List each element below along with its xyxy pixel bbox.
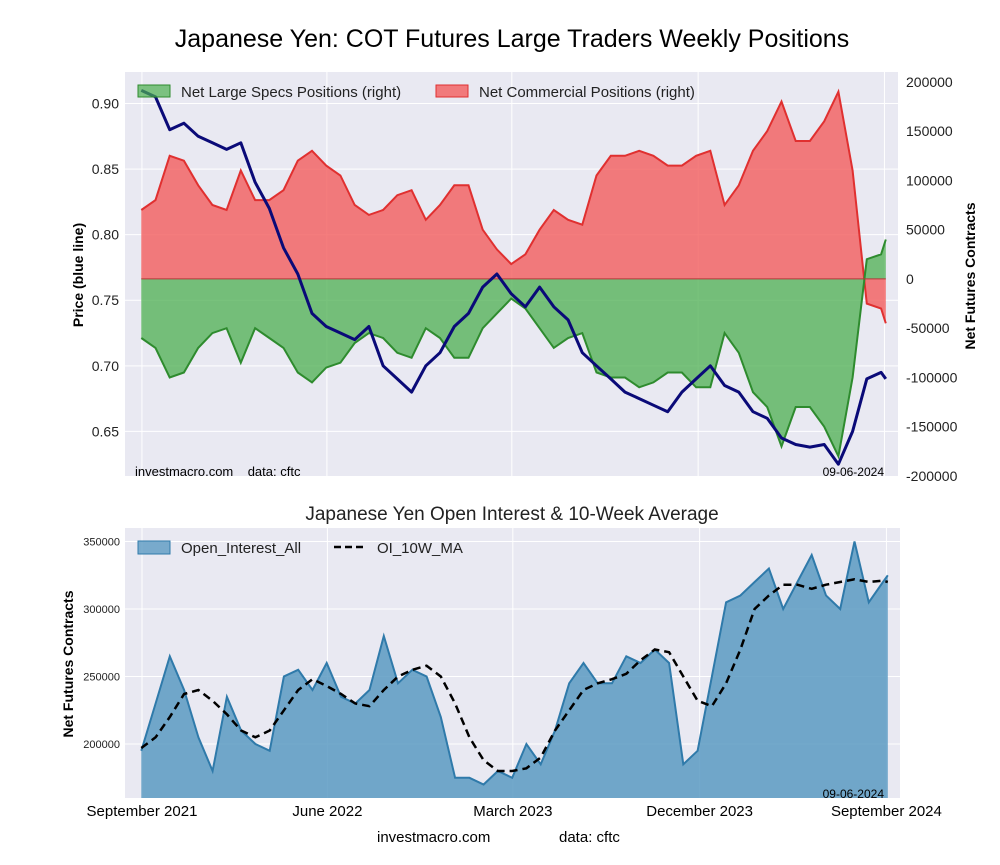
oi-axis-ticks: 200000 250000 300000 350000	[83, 537, 120, 752]
contracts-tick-label: -100000	[906, 369, 958, 385]
footer-data: data: cftc	[559, 829, 620, 846]
price-axis-label: Price (blue line)	[70, 223, 86, 327]
specs-line	[140, 239, 887, 460]
date-tick-label: September 2021	[87, 803, 198, 820]
commercial-line	[140, 88, 887, 324]
date-tick-label: June 2022	[292, 803, 362, 820]
price-line	[140, 89, 888, 466]
oi-tick-label: 200000	[83, 739, 120, 751]
top-position-areas	[140, 88, 887, 460]
contracts-tick-label: -200000	[906, 468, 958, 484]
legend-swatch-oi	[137, 540, 171, 555]
ma-line	[140, 578, 889, 773]
oi-tick-label: 350000	[83, 537, 120, 549]
date-tick-label: December 2023	[646, 803, 753, 820]
price-tick-label: 0.85	[92, 161, 119, 177]
oi-line	[140, 541, 889, 786]
legend-swatch-specs	[137, 84, 171, 98]
footer-site: investmacro.com	[377, 829, 490, 846]
price-line-group	[140, 89, 888, 466]
price-tick-label: 0.80	[92, 227, 119, 243]
oi-tick-label: 300000	[83, 604, 120, 616]
price-tick-label: 0.75	[92, 292, 119, 308]
ma-line-group	[140, 578, 889, 773]
bottom-legend: Open_Interest_All OI_10W_MA	[137, 540, 463, 557]
legend-label-commercial: Net Commercial Positions (right)	[479, 84, 695, 101]
contracts-tick-label: 200000	[906, 74, 953, 90]
open-interest-area	[140, 541, 889, 798]
top-date-note: 09-06-2024	[823, 465, 885, 479]
oi-chart-title: Japanese Yen Open Interest & 10-Week Ave…	[305, 504, 718, 525]
legend-label-ma: OI_10W_MA	[377, 540, 463, 557]
date-tick-label: March 2023	[473, 803, 552, 820]
contracts-axis-ticks: -200000 -150000 -100000 -50000 0 50000 100000 1…	[906, 74, 958, 484]
price-tick-label: 0.70	[92, 358, 119, 374]
contracts-tick-label: -50000	[906, 320, 950, 336]
contracts-tick-label: 100000	[906, 172, 953, 188]
price-axis-ticks: 0.65 0.70 0.75 0.80 0.85 0.90	[92, 95, 119, 439]
top-legend: Net Large Specs Positions (right) Net Co…	[137, 84, 695, 101]
contracts-tick-label: 50000	[906, 222, 945, 238]
bottom-date-note: 09-06-2024	[823, 787, 885, 801]
legend-label-specs: Net Large Specs Positions (right)	[181, 84, 401, 101]
top-source-note: investmacro.com data: cftc	[135, 464, 301, 479]
date-tick-label: September 2024	[831, 803, 942, 820]
date-axis-ticks: September 2021 June 2022 March 2023 Decembe…	[87, 803, 942, 820]
chart-title: Japanese Yen: COT Futures Large Traders …	[175, 25, 849, 53]
legend-swatch-commercial	[435, 84, 469, 98]
legend-label-oi: Open_Interest_All	[181, 540, 301, 557]
contracts-tick-label: 0	[906, 271, 914, 287]
contracts-tick-label: -150000	[906, 419, 958, 435]
oi-tick-label: 250000	[83, 672, 120, 684]
contracts-tick-label: 150000	[906, 123, 953, 139]
commercial-area	[141, 91, 886, 324]
price-tick-label: 0.65	[92, 423, 119, 439]
oi-axis-label: Net Futures Contracts	[60, 590, 76, 737]
price-tick-label: 0.90	[92, 95, 119, 111]
specs-area	[141, 239, 886, 457]
right-axis-label: Net Futures Contracts	[962, 202, 978, 349]
